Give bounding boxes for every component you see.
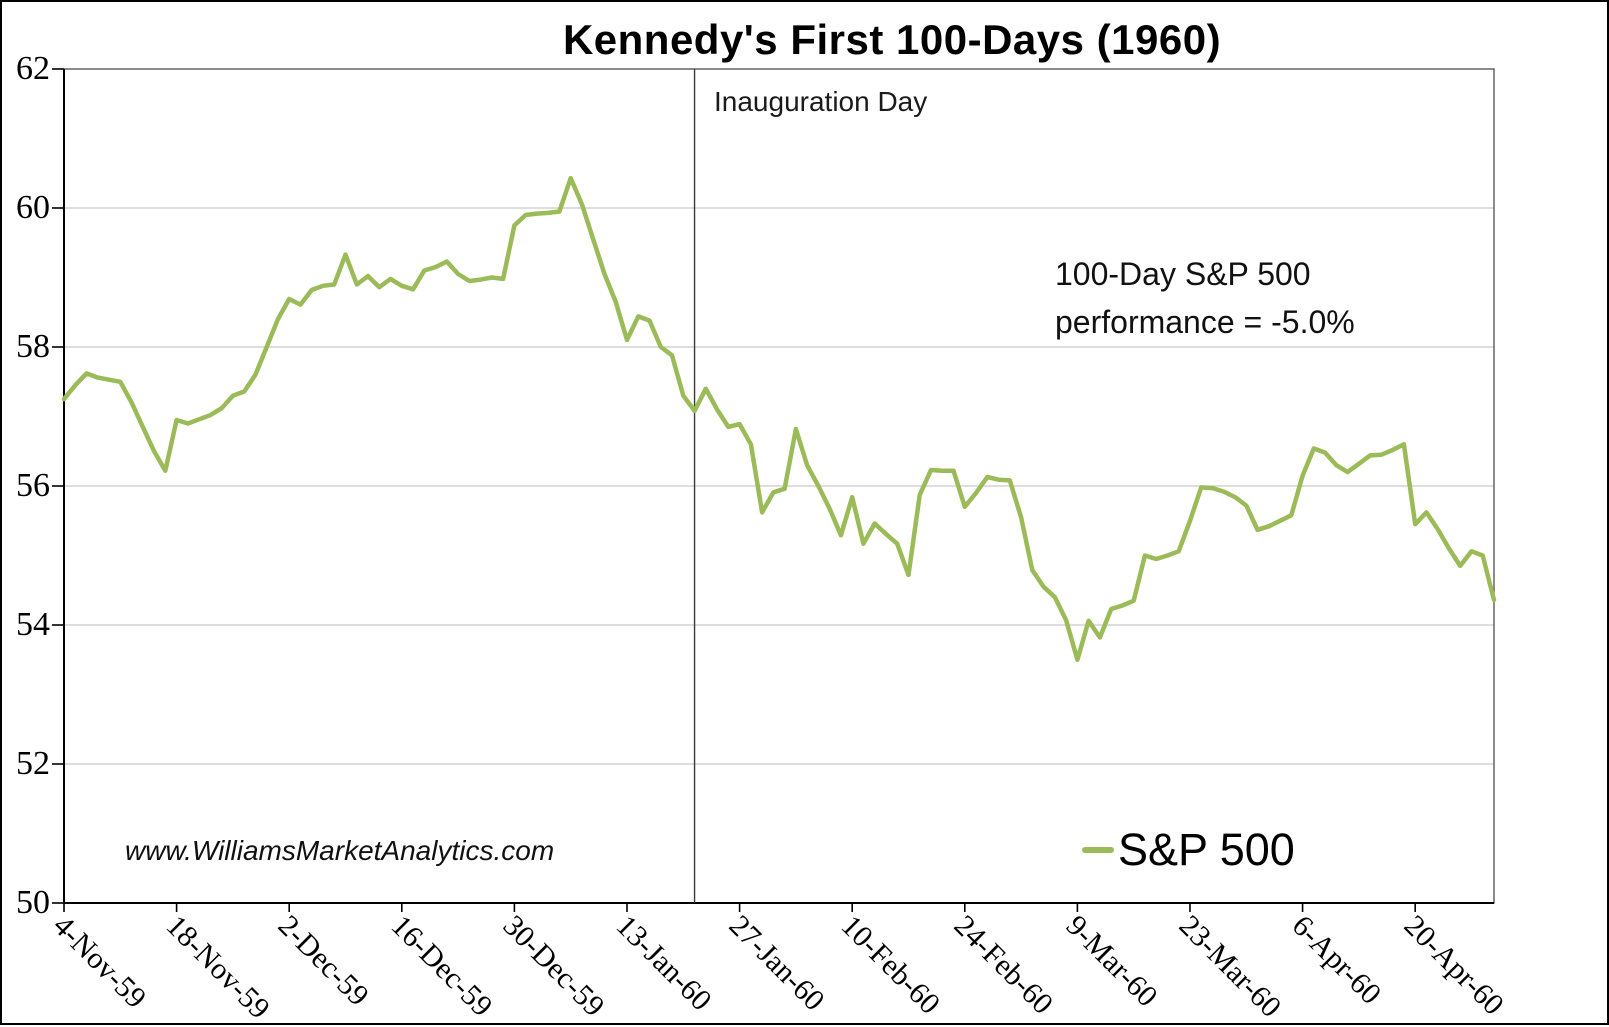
y-axis-label: 58	[16, 328, 50, 365]
y-axis-label: 60	[16, 189, 50, 226]
watermark: www.WilliamsMarketAnalytics.com	[125, 835, 555, 866]
performance-annotation-line2: performance = -5.0%	[1055, 304, 1355, 340]
performance-annotation-line1: 100-Day S&P 500	[1055, 256, 1311, 292]
performance-annotation: 100-Day S&P 500 performance = -5.0%	[1055, 250, 1355, 346]
legend: S&P 500	[1082, 824, 1295, 876]
y-axis-label: 54	[16, 606, 50, 643]
y-axis-label: 50	[16, 884, 50, 921]
legend-line-swatch	[1082, 847, 1114, 853]
y-axis-label: 56	[16, 467, 50, 504]
sp500-series-line	[61, 175, 1497, 663]
legend-label: S&P 500	[1118, 824, 1295, 875]
chart-title: Kennedy's First 100-Days (1960)	[562, 16, 1222, 63]
y-axis-label: 62	[16, 50, 50, 87]
y-axis-label: 52	[16, 745, 50, 782]
inauguration-day-label: Inauguration Day	[714, 86, 928, 117]
